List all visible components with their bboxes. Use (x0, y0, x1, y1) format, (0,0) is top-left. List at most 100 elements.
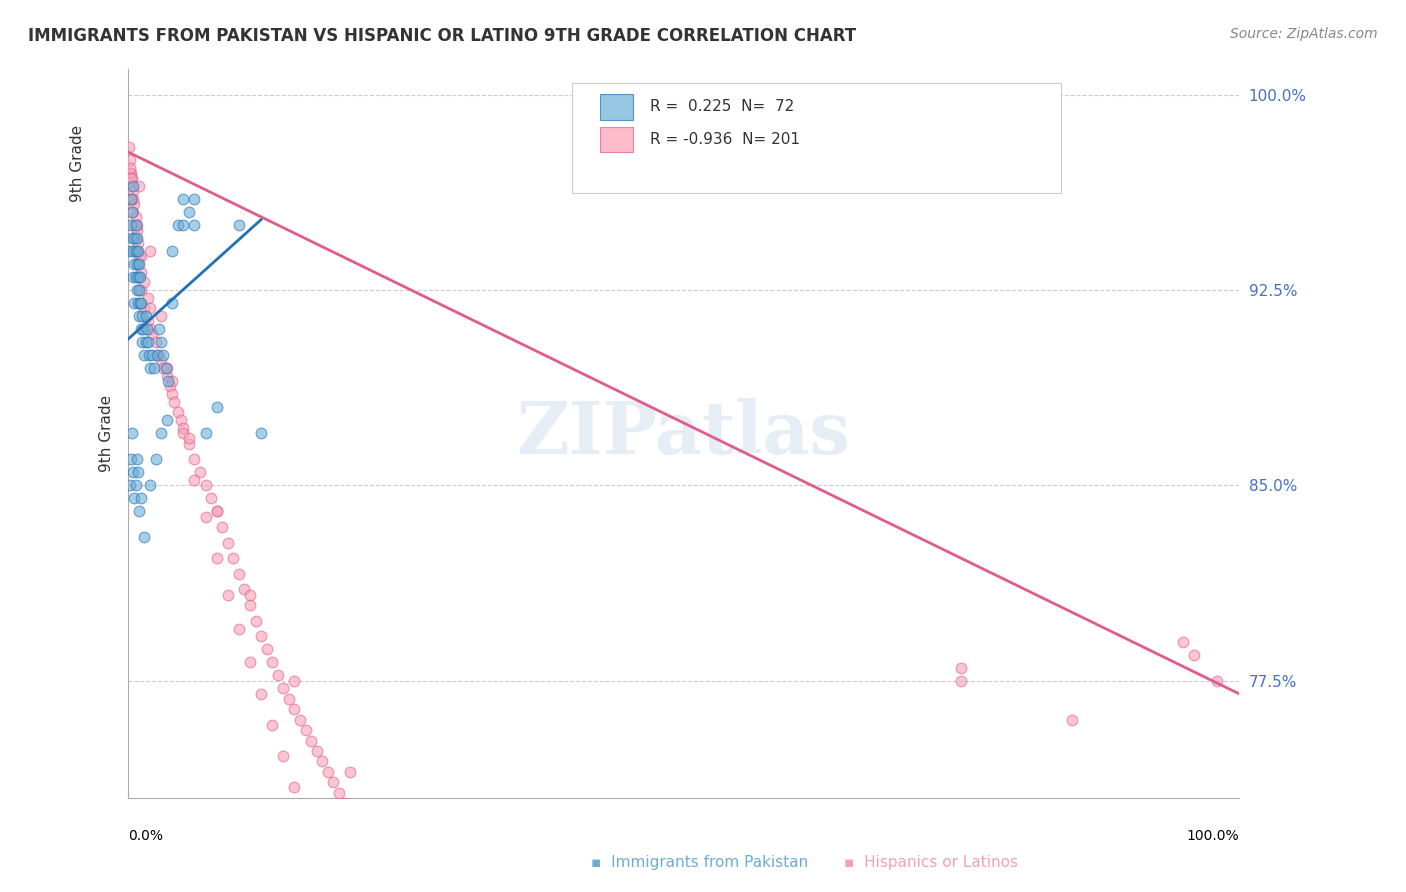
Point (136, 314, 159, 328)
Point (211, 520, 233, 534)
Point (143, 361, 166, 376)
Point (124, 244, 146, 258)
Point (124, 231, 146, 245)
Point (233, 582, 256, 597)
Point (152, 361, 174, 376)
Point (128, 283, 150, 297)
Point (124, 231, 146, 245)
Point (136, 291, 159, 305)
Point (163, 395, 186, 409)
Point (228, 622, 250, 636)
Point (125, 257, 148, 271)
Point (124, 257, 146, 271)
Point (127, 296, 149, 310)
Point (250, 629, 273, 643)
Point (283, 702, 305, 716)
Point (294, 723, 316, 738)
Point (118, 166, 141, 180)
Point (150, 309, 173, 323)
Point (129, 491, 152, 506)
Point (125, 452, 148, 467)
Point (128, 269, 150, 284)
Point (217, 588, 239, 602)
Point (139, 361, 162, 376)
Point (122, 192, 145, 206)
Text: IMMIGRANTS FROM PAKISTAN VS HISPANIC OR LATINO 9TH GRADE CORRELATION CHART: IMMIGRANTS FROM PAKISTAN VS HISPANIC OR … (28, 27, 856, 45)
Point (950, 660, 973, 674)
Point (283, 780, 305, 795)
Point (121, 170, 143, 185)
Text: ▪  Immigrants from Pakistan: ▪ Immigrants from Pakistan (591, 855, 808, 870)
Point (267, 668, 290, 682)
Point (299, 733, 322, 747)
Point (127, 257, 149, 271)
Point (177, 436, 200, 450)
Point (127, 269, 149, 284)
Point (128, 249, 150, 263)
Point (135, 334, 157, 349)
Point (129, 296, 152, 310)
Point (205, 504, 228, 518)
Point (283, 673, 305, 688)
Point (124, 218, 146, 232)
Point (245, 614, 267, 628)
Point (305, 744, 328, 758)
Point (322, 775, 344, 789)
Point (129, 322, 152, 336)
Point (134, 348, 156, 362)
Point (950, 673, 973, 688)
Point (250, 426, 273, 441)
Point (200, 491, 222, 506)
Point (150, 353, 173, 368)
Point (131, 334, 153, 349)
Point (139, 478, 162, 492)
Point (127, 235, 149, 250)
Point (141, 327, 163, 342)
Point (125, 223, 148, 237)
Point (250, 687, 273, 701)
Point (205, 400, 228, 414)
Point (361, 848, 384, 863)
Point (262, 656, 284, 670)
Point (316, 764, 339, 779)
Point (239, 588, 262, 602)
Point (124, 210, 146, 224)
Text: 100.0%: 100.0% (1187, 830, 1239, 843)
Point (172, 421, 194, 435)
Point (1173, 634, 1195, 648)
Point (1062, 713, 1084, 727)
Point (159, 379, 181, 393)
Point (172, 218, 194, 232)
Point (228, 566, 250, 581)
Point (121, 426, 143, 441)
Point (160, 244, 183, 258)
Point (139, 244, 162, 258)
Point (183, 473, 205, 487)
Point (121, 192, 143, 206)
Point (120, 452, 142, 467)
Point (127, 244, 149, 258)
Point (160, 387, 183, 401)
Point (129, 265, 152, 279)
Point (194, 478, 217, 492)
Point (129, 296, 152, 310)
Point (125, 244, 148, 258)
Point (239, 656, 262, 670)
Point (124, 478, 146, 492)
Point (122, 465, 145, 479)
Y-axis label: 9th Grade: 9th Grade (98, 394, 114, 472)
Point (124, 218, 146, 232)
Point (148, 322, 170, 336)
Point (125, 231, 148, 245)
Point (129, 269, 152, 284)
Point (405, 869, 427, 883)
Point (305, 840, 328, 855)
Point (166, 405, 188, 419)
Point (118, 139, 141, 153)
Text: 0.0%: 0.0% (128, 830, 163, 843)
Point (122, 204, 145, 219)
Point (183, 452, 205, 467)
Point (121, 204, 143, 219)
Point (125, 218, 148, 232)
Point (118, 153, 141, 167)
